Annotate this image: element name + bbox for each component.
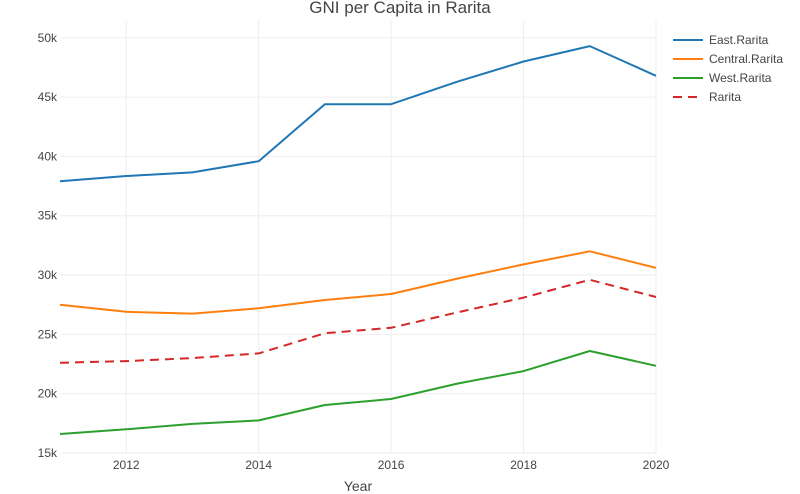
y-tick-label: 35k — [38, 209, 58, 223]
plot-area — [59, 45, 657, 435]
y-tick-label: 45k — [38, 90, 58, 104]
y-tick-label: 30k — [38, 268, 58, 282]
x-axis-ticks: 2012 2014 2016 2018 2020 — [113, 458, 670, 472]
series-line-rarita — [59, 278, 657, 364]
series-line-west-rarita — [59, 350, 657, 435]
x-axis-title: Year — [344, 478, 373, 494]
x-tick-label: 2014 — [245, 458, 272, 472]
x-tick-label: 2018 — [510, 458, 537, 472]
legend-label: Central.Rarita — [709, 52, 783, 66]
chart-title: GNI per Capita in Rarita — [309, 0, 491, 17]
series-line-east-rarita — [59, 45, 657, 183]
legend-label: West.Rarita — [709, 71, 772, 85]
y-axis-ticks: 15k 20k 25k 30k 35k 40k 45k 50k — [38, 31, 58, 460]
x-tick-label: 2012 — [113, 458, 140, 472]
x-tick-label: 2020 — [643, 458, 670, 472]
y-tick-label: 20k — [38, 387, 58, 401]
legend: East.Rarita Central.Rarita West.Rarita Rari… — [673, 33, 783, 104]
x-tick-label: 2016 — [378, 458, 405, 472]
y-tick-label: 50k — [38, 31, 58, 45]
series-line-central-rarita — [59, 250, 657, 315]
y-tick-label: 25k — [38, 327, 58, 341]
y-tick-label: 40k — [38, 149, 58, 163]
gridlines — [60, 20, 657, 454]
legend-label: Rarita — [709, 90, 741, 104]
y-tick-label: 15k — [38, 446, 58, 460]
legend-label: East.Rarita — [709, 33, 769, 47]
